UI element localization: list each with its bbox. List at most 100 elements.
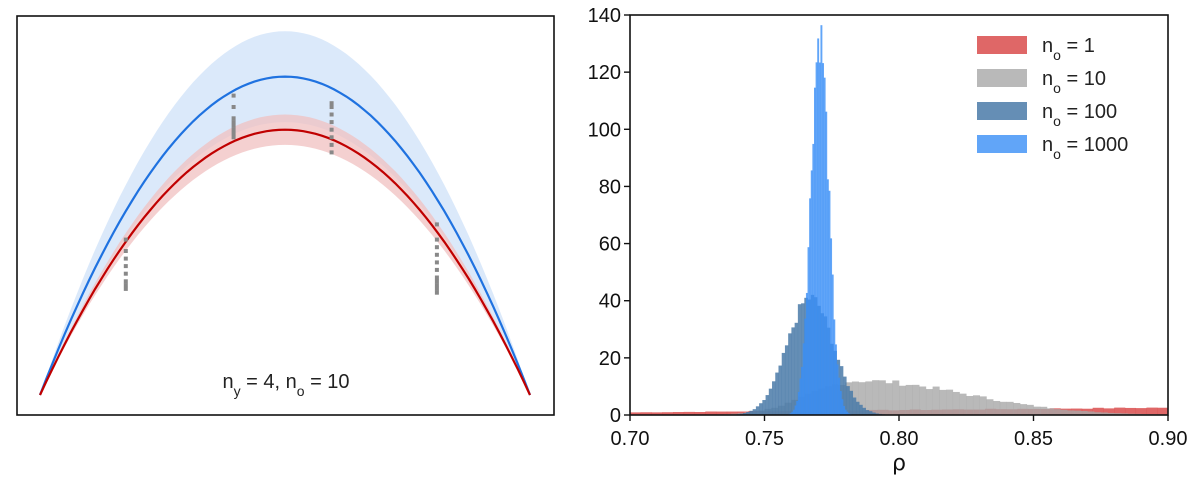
- x-tick-label: 0.85: [1014, 428, 1053, 450]
- histogram-bar: [755, 406, 760, 415]
- histogram-bar: [1067, 410, 1075, 415]
- histogram-bar: [797, 304, 802, 415]
- observation-point: [123, 256, 128, 261]
- observation-point: [231, 123, 236, 128]
- histogram-bar: [820, 25, 823, 416]
- observation-point: [434, 279, 439, 284]
- histogram-bar: [630, 412, 642, 415]
- histogram-bar: [1040, 406, 1048, 415]
- histogram-bar: [807, 247, 810, 415]
- histogram-bar: [899, 385, 907, 415]
- histogram-bar: [838, 377, 841, 415]
- histogram-bar: [804, 318, 807, 415]
- histogram-bar: [843, 405, 845, 415]
- observation-point: [123, 271, 128, 276]
- histogram-bar: [749, 410, 753, 415]
- right-panel: 0.70 0.75 0.80 0.85 0.90 020406080100120140 …: [588, 5, 1188, 476]
- histogram-bar: [834, 344, 837, 415]
- left-panel: ny = 4, no = 10: [16, 15, 555, 416]
- histogram-bar: [885, 383, 893, 415]
- observation-point: [231, 120, 236, 125]
- histogram-bar: [1114, 407, 1126, 415]
- red-confidence-band: [40, 114, 530, 395]
- histogram-bar: [1087, 411, 1095, 415]
- histogram-bar: [1053, 409, 1061, 415]
- histogram-bar: [814, 87, 816, 416]
- observation-point: [329, 142, 334, 147]
- histogram-bar: [815, 62, 818, 415]
- observation-point: [123, 286, 128, 291]
- histogram-bar: [846, 386, 850, 415]
- histogram-bar: [831, 274, 834, 415]
- histogram-bar: [1157, 407, 1169, 415]
- histogram-bar: [878, 380, 886, 415]
- legend-swatch: [977, 69, 1027, 87]
- histogram-bar: [932, 386, 940, 415]
- observation-point: [231, 93, 236, 98]
- histogram-bar: [705, 411, 717, 415]
- histogram-bar: [1107, 412, 1115, 415]
- histogram-bar: [849, 390, 854, 415]
- histogram-bar: [789, 413, 792, 415]
- histogram-bar: [640, 412, 652, 415]
- histogram-bar: [794, 405, 797, 415]
- histogram-bar: [762, 400, 766, 415]
- histogram-bar: [1124, 407, 1137, 415]
- histogram-bar: [1146, 407, 1158, 415]
- x-tick-label: 0.90: [1149, 428, 1188, 450]
- observation-point: [329, 105, 334, 109]
- x-tick-label: 0.80: [880, 428, 919, 450]
- histogram-bar: [1073, 410, 1081, 415]
- observation-point: [434, 275, 439, 280]
- observation-point: [231, 135, 236, 140]
- histogram-bar: [868, 411, 873, 415]
- observation-point: [434, 290, 439, 295]
- left-plot-frame: [16, 15, 555, 416]
- observation-point: [231, 116, 236, 121]
- histogram-bar: [828, 190, 831, 415]
- histogram-bar: [1120, 413, 1128, 415]
- histogram-bar: [793, 409, 795, 415]
- histogram-bar: [662, 412, 674, 415]
- histogram-bar: [794, 322, 799, 415]
- histogram-bar: [1114, 413, 1122, 415]
- observation-point: [329, 101, 334, 106]
- histogram-bar: [742, 413, 747, 415]
- histogram-bar: [999, 401, 1007, 415]
- histogram-bar: [1006, 401, 1014, 415]
- observation-point: [434, 252, 439, 257]
- histogram-bar: [805, 292, 808, 415]
- observation-point: [329, 112, 334, 117]
- histogram-bar: [796, 401, 799, 415]
- histogram-bar: [826, 179, 829, 415]
- legend-label: no = 10: [1042, 68, 1106, 96]
- histogram-bar: [919, 386, 927, 415]
- legend-swatch: [977, 135, 1027, 153]
- histogram-bar: [822, 63, 824, 416]
- histogram-bar: [772, 381, 776, 415]
- observation-point: [329, 120, 334, 125]
- red-mean-line: [39, 128, 531, 396]
- histogram-bar: [959, 393, 967, 415]
- observation-point: [231, 127, 236, 132]
- histogram-bar: [839, 391, 842, 415]
- y-tick-label: 120: [588, 62, 621, 84]
- histogram-bar: [823, 77, 826, 415]
- histogram-bar: [797, 391, 800, 415]
- y-tick-label: 40: [599, 291, 621, 313]
- histogram-bar: [809, 198, 812, 415]
- y-tick-label: 140: [588, 5, 621, 27]
- histogram-bar: [925, 389, 933, 415]
- histogram-bar: [768, 388, 773, 415]
- x-axis-ticks: 0.70 0.75 0.80 0.85 0.90: [611, 415, 1188, 450]
- observation-point: [123, 249, 128, 253]
- histogram-bar: [1135, 408, 1147, 415]
- histogram-bar: [784, 345, 789, 415]
- legend: no = 1 no = 10 no = 100 no = 1000: [977, 35, 1128, 162]
- histogram-bar: [843, 376, 847, 415]
- histogram-bar: [673, 412, 685, 415]
- histogram-bar: [1020, 404, 1028, 415]
- histogram-bar: [746, 412, 750, 415]
- left-points: [123, 93, 439, 295]
- observation-point: [434, 260, 439, 265]
